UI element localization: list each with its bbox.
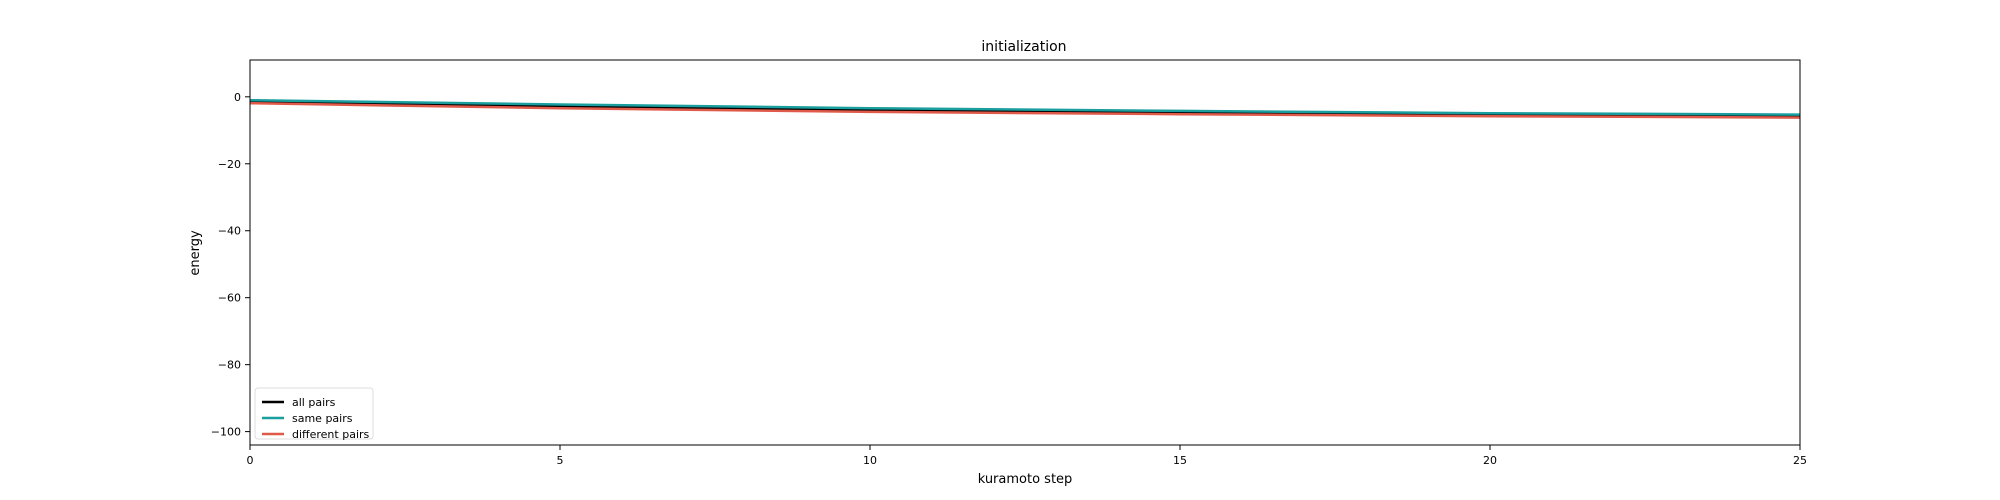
y-tick-label-5: −100 (211, 426, 241, 439)
legend-label-1: same pairs (292, 412, 353, 425)
x-tick-label-4: 20 (1483, 454, 1497, 467)
x-axis-label: kuramoto step (978, 472, 1073, 487)
series-line-0 (249, 100, 1801, 118)
y-axis-label: energy (188, 230, 203, 276)
x-tick-label-3: 15 (1173, 454, 1187, 467)
chart-title: initialization (981, 39, 1066, 55)
x-tick-label-5: 25 (1793, 454, 1807, 467)
y-tick-label-4: −80 (218, 359, 241, 372)
plot-frame (249, 59, 1801, 446)
legend-label-2: different pairs (292, 428, 370, 441)
y-tick-label-0: 0 (234, 91, 241, 104)
y-axis-ticks: 0 −20 −40 −60 −80 −100 (211, 91, 250, 439)
series-layer (249, 98, 1801, 119)
y-tick-label-3: −60 (218, 292, 241, 305)
legend-label-0: all pairs (292, 396, 336, 409)
legend: all pairs same pairs different pairs (254, 387, 374, 441)
x-tick-label-2: 10 (863, 454, 877, 467)
x-tick-label-1: 5 (557, 454, 564, 467)
series-line-2 (249, 101, 1801, 119)
x-axis-ticks: 0 5 10 15 20 25 (247, 445, 1807, 467)
legend-box (254, 387, 374, 440)
x-tick-label-0: 0 (247, 454, 254, 467)
series-line-1 (249, 98, 1801, 116)
y-tick-label-1: −20 (218, 158, 241, 171)
y-tick-label-2: −40 (218, 225, 241, 238)
